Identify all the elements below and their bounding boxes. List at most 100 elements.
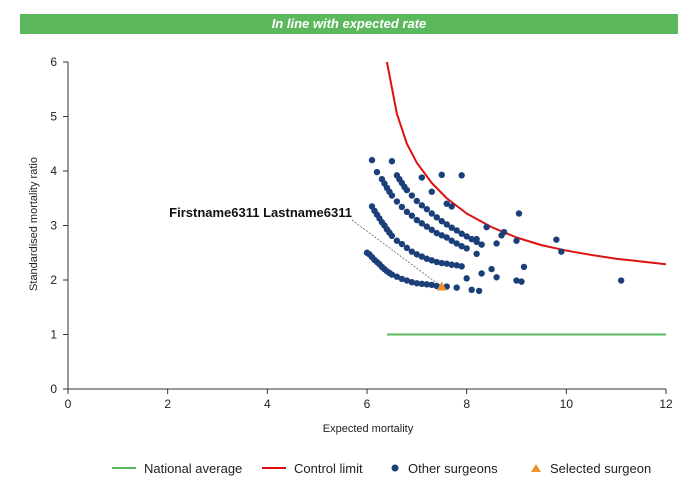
legend-national-average[interactable]: National average: [112, 456, 242, 480]
surgeon-point: [423, 255, 430, 262]
surgeon-point: [418, 280, 426, 288]
surgeon-point: [458, 243, 465, 250]
surgeon-point: [403, 186, 411, 194]
surgeon-point: [408, 212, 416, 219]
surgeon-point: [388, 271, 396, 278]
surgeon-point: [428, 210, 435, 217]
x-tick-label: 6: [364, 397, 371, 411]
legend-dot-icon: [391, 464, 399, 472]
surgeon-point: [463, 233, 470, 240]
surgeon-point: [617, 277, 625, 284]
y-tick-label: 3: [50, 219, 57, 233]
surgeon-point: [443, 260, 450, 267]
selected-surgeon-leader: [351, 219, 439, 285]
surgeon-point: [428, 226, 435, 234]
surgeon-point: [433, 258, 440, 266]
surgeon-point: [443, 200, 450, 207]
surgeon-point: [463, 275, 470, 282]
funnel-status-banner: In line with expected rate: [20, 14, 678, 34]
surgeon-point: [453, 262, 460, 269]
surgeon-point: [428, 257, 435, 264]
surgeon-point: [515, 210, 523, 217]
surgeon-point: [398, 203, 406, 211]
surgeon-point: [448, 224, 455, 231]
surgeon-point: [500, 228, 508, 236]
surgeon-point: [473, 235, 480, 243]
y-tick-label: 0: [50, 382, 57, 396]
surgeon-point: [423, 281, 430, 288]
legend-control-limit[interactable]: Control limit: [262, 456, 363, 480]
surgeon-point: [428, 188, 435, 195]
y-tick-label: 1: [50, 328, 57, 342]
surgeon-point: [388, 232, 396, 240]
legend: National average Control limit Other sur…: [0, 456, 700, 480]
surgeon-point: [443, 234, 450, 241]
surgeon-point: [493, 274, 500, 281]
surgeon-point: [418, 202, 426, 209]
legend-label: Control limit: [294, 460, 363, 476]
x-tick-label: 8: [463, 397, 470, 411]
surgeon-point: [553, 236, 560, 243]
surgeon-point: [418, 253, 426, 260]
surgeon-point: [468, 235, 475, 243]
surgeon-point: [475, 287, 483, 295]
surgeon-point: [438, 217, 445, 225]
legend-label: Other surgeons: [408, 460, 498, 476]
surgeon-point: [453, 284, 460, 291]
x-tick-label: 4: [264, 397, 271, 411]
surgeon-point: [463, 245, 470, 252]
surgeon-point: [373, 168, 381, 176]
y-tick-label: 2: [50, 273, 57, 287]
surgeon-point: [418, 220, 426, 227]
legend-triangle-icon: [531, 464, 541, 472]
surgeon-point: [448, 237, 455, 244]
surgeon-point: [513, 277, 520, 284]
surgeon-point: [438, 259, 445, 267]
surgeon-point: [518, 278, 525, 285]
surgeon-point: [408, 248, 416, 255]
surgeon-point: [443, 221, 450, 228]
surgeon-point: [393, 237, 401, 244]
surgeon-point: [398, 240, 406, 248]
surgeon-point: [478, 241, 485, 248]
surgeon-point: [453, 227, 460, 234]
surgeon-point: [413, 197, 421, 205]
surgeon-point: [448, 203, 455, 210]
surgeon-point: [408, 192, 416, 199]
y-axis-label: Standardised mortality ratio: [28, 157, 40, 291]
x-tick-label: 2: [164, 397, 171, 411]
surgeon-point: [473, 250, 480, 258]
surgeon-point: [468, 286, 475, 294]
surgeon-point: [520, 263, 528, 271]
surgeon-point: [388, 192, 396, 199]
selected-surgeon-label: Firstname6311 Lastname6311: [169, 205, 352, 220]
legend-selected-surgeon[interactable]: Selected surgeon: [530, 456, 651, 480]
surgeon-point: [418, 174, 426, 181]
surgeon-point: [438, 171, 445, 179]
surgeon-point: [403, 277, 411, 284]
surgeon-point: [448, 261, 455, 268]
surgeon-point: [558, 248, 565, 255]
surgeon-point: [433, 282, 440, 290]
surgeon-point: [493, 240, 500, 247]
legend-line-icon: [112, 467, 136, 469]
surgeon-point: [428, 281, 435, 289]
surgeon-point: [453, 240, 460, 247]
legend-label: National average: [144, 460, 243, 476]
surgeon-point: [423, 205, 430, 213]
surgeon-point: [423, 223, 430, 230]
surgeon-point: [513, 237, 520, 244]
surgeon-point: [488, 265, 495, 273]
surgeon-point: [388, 157, 396, 165]
legend-other-surgeons[interactable]: Other surgeons: [390, 456, 498, 480]
surgeon-point: [408, 278, 416, 286]
surgeon-point: [458, 230, 465, 237]
surgeon-point: [403, 208, 411, 216]
surgeon-point: [433, 214, 440, 221]
surgeon-point: [413, 280, 421, 287]
selected-surgeon-point: [436, 281, 447, 291]
surgeon-point: [413, 216, 421, 224]
surgeon-point: [393, 273, 401, 280]
